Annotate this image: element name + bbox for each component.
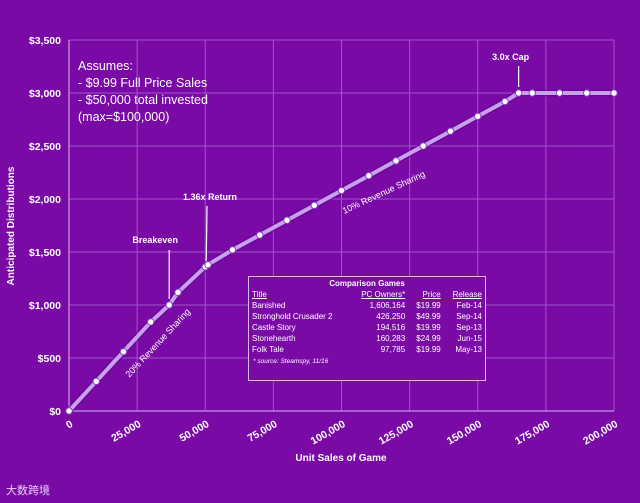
data-point [419, 142, 427, 150]
cell-release: May-13 [455, 345, 482, 354]
header-owners: PC Owners* [361, 290, 406, 299]
cell-title: Folk Tale [252, 345, 284, 354]
cell-owners: 194,516 [376, 323, 406, 332]
watermark-logo: 大数跨境 [6, 485, 50, 497]
annotation-cap: 3.0x Cap [492, 52, 530, 62]
data-point [310, 201, 318, 210]
cell-release: Sep-13 [456, 323, 482, 332]
y-tick-label: $1,500 [29, 247, 61, 259]
cell-title: Stronghold Crusader 2 [252, 312, 333, 321]
cell-price: $19.99 [416, 345, 441, 354]
y-tick-label: $2,500 [29, 141, 61, 153]
x-tick-label: 25,000 [109, 418, 143, 445]
data-point [446, 127, 455, 135]
data-point [174, 288, 182, 296]
x-tick-label: 125,000 [377, 418, 416, 447]
annotation-10pct: 10% Revenue Sharing [341, 169, 427, 216]
y-tick-label: $0 [49, 406, 61, 418]
axes [68, 40, 614, 412]
data-markers [65, 89, 618, 415]
cell-price: $19.99 [416, 323, 441, 332]
cell-title: Castle Story [252, 323, 296, 332]
cell-title: Stonehearth [252, 334, 296, 343]
data-point [65, 407, 73, 415]
data-point [365, 171, 373, 180]
y-axis-label: Anticipated Distributions [6, 166, 17, 285]
data-point [147, 318, 155, 326]
cell-owners: 97,785 [380, 345, 406, 354]
x-axis-label: Unit Sales of Game [295, 453, 387, 464]
x-tick-label: 75,000 [246, 418, 280, 445]
annotation-pointer [205, 205, 208, 261]
x-tick-label: 0 [64, 418, 75, 431]
cell-price: $24.99 [416, 334, 441, 343]
assumptions-heading: Assumes: [78, 59, 133, 73]
x-tick-label: 175,000 [513, 418, 552, 447]
cell-release: Feb-14 [456, 301, 482, 310]
table-row: Castle Story 194,516 $19.99 Sep-13 [249, 322, 485, 333]
y-tick-label: $2,000 [29, 194, 61, 206]
y-tick-label: $1,000 [29, 300, 61, 312]
cell-release: Jun-15 [457, 334, 482, 343]
header-price: Price [422, 290, 441, 299]
assumptions-line: (max=$100,000) [78, 110, 170, 124]
data-point [204, 261, 212, 269]
x-tick-label: 150,000 [445, 418, 484, 447]
data-point [256, 231, 264, 239]
x-tick-label: 200,000 [581, 418, 620, 447]
data-point [501, 97, 509, 106]
cell-owners: 160,283 [376, 334, 406, 343]
data-point [228, 246, 237, 254]
data-point [337, 186, 346, 195]
data-point [528, 89, 536, 97]
annotation-breakeven: Breakeven [132, 235, 178, 245]
assumptions-line: - $50,000 total invested [78, 93, 208, 107]
annotation-return: 1.36x Return [183, 192, 237, 202]
y-tick-labels: $0 $500 $1,000 $1,500 $2,000 $2,500 $3,000 $3,5… [29, 35, 61, 418]
y-tick-label: $3,500 [29, 35, 61, 47]
cell-title: Banished [252, 301, 286, 310]
x-tick-labels: 0 25,000 50,000 75,000 100,000 125,000 150,000… [64, 418, 620, 447]
data-point [583, 89, 591, 97]
data-point [555, 89, 564, 97]
header-title: Title [252, 290, 267, 299]
data-point [165, 301, 173, 309]
x-tick-label: 50,000 [177, 418, 211, 445]
header-release: Release [452, 290, 482, 299]
data-point [283, 216, 291, 224]
source-note: * source: Steamspy, 11/16 [253, 358, 329, 365]
data-point [514, 89, 523, 97]
assumptions-box: Assumes: - $9.99 Full Price Sales - $50,… [78, 58, 208, 126]
x-tick-label: 100,000 [309, 418, 348, 447]
data-point [474, 112, 482, 121]
cell-owners: 426,250 [376, 312, 406, 321]
cell-price: $49.99 [416, 312, 441, 321]
data-point [92, 377, 100, 386]
y-tick-label: $3,000 [29, 88, 61, 100]
data-point [392, 157, 400, 165]
cell-price: $19.99 [416, 301, 441, 310]
y-tick-label: $500 [38, 353, 62, 365]
comparison-table-box: Comparison Games Title PC Owners* Price … [248, 276, 486, 381]
assumptions-line: - $9.99 Full Price Sales [78, 76, 208, 90]
table-row: Banished 1,606,164 $19.99 Feb-14 [249, 300, 485, 311]
comparison-title: Comparison Games [329, 279, 405, 288]
table-row: Stonehearth 160,283 $24.99 Jun-15 [249, 333, 485, 344]
comparison-table: Title PC Owners* Price Release Banished … [249, 289, 485, 355]
cell-owners: 1,606,164 [369, 301, 406, 310]
data-point [119, 347, 128, 356]
data-point [610, 89, 618, 97]
cell-release: Sep-14 [456, 312, 482, 321]
table-row: Folk Tale 97,785 $19.99 May-13 [249, 344, 485, 355]
table-header-row: Title PC Owners* Price Release [249, 289, 485, 300]
table-row: Stronghold Crusader 2 426,250 $49.99 Sep… [249, 311, 485, 322]
